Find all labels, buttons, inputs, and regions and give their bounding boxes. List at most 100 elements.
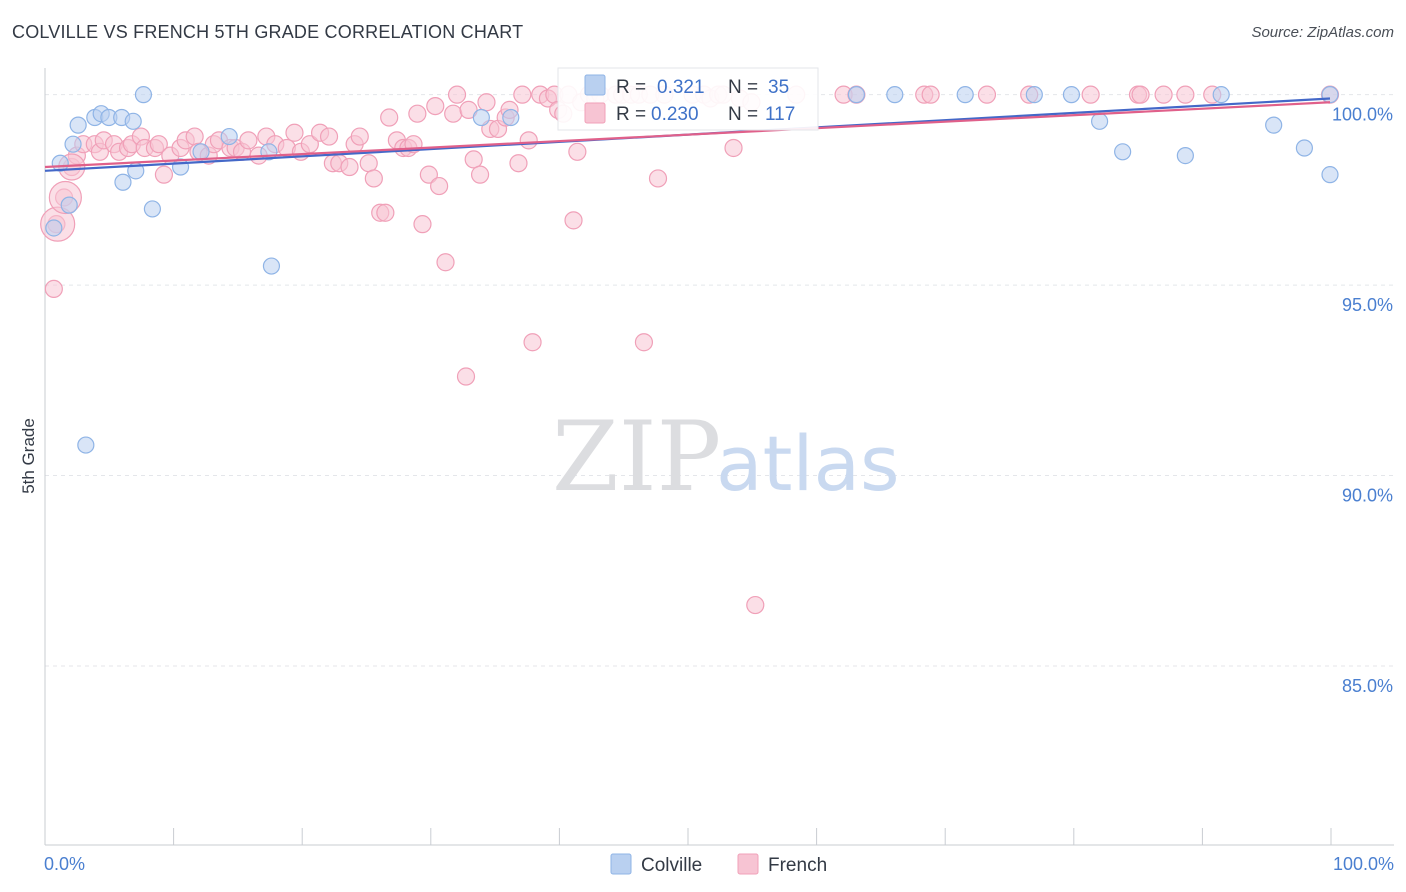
french-point	[419, 165, 438, 184]
colville-point	[114, 173, 132, 191]
french-point	[564, 211, 583, 230]
french-point	[1176, 85, 1195, 104]
colville-point	[192, 143, 210, 161]
x-tick-marks	[44, 828, 1332, 845]
french-point	[1081, 85, 1100, 104]
colville-point	[847, 86, 866, 104]
colville-point	[60, 196, 78, 214]
y-axis-title: 5th Grade	[19, 418, 38, 494]
colville-point	[886, 86, 904, 104]
french-points	[40, 85, 1340, 615]
french-point	[239, 131, 258, 150]
french-point	[724, 138, 743, 158]
french-point	[519, 131, 538, 150]
y-tick-labels: 100.0% 95.0% 90.0% 85.0%	[1332, 105, 1393, 696]
watermark-atlas: atlas	[716, 419, 900, 508]
french-point	[376, 203, 395, 222]
colville-point	[1212, 86, 1230, 104]
french-n-label: N =	[728, 104, 758, 125]
french-point	[1131, 85, 1150, 104]
french-point	[436, 253, 455, 272]
axes	[44, 68, 1394, 846]
colville-point	[134, 86, 153, 104]
colville-point	[502, 108, 520, 127]
french-point	[364, 169, 383, 188]
french-point	[746, 595, 765, 615]
colville-point	[64, 135, 82, 153]
y-tick-label: 95.0%	[1342, 295, 1393, 315]
colville-point	[1062, 86, 1081, 104]
french-point	[921, 85, 940, 104]
french-point	[634, 333, 654, 352]
french-point	[413, 215, 432, 234]
legend-swatch-colville	[610, 853, 632, 875]
colville-point	[1114, 143, 1132, 161]
french-point	[648, 169, 668, 188]
french-point	[350, 127, 369, 146]
y-tick-label: 90.0%	[1342, 486, 1393, 506]
french-stats-swatch	[584, 102, 606, 124]
colville-point	[1321, 86, 1339, 104]
french-point	[285, 123, 304, 142]
chart-title: COLVILLE VS FRENCH 5TH GRADE CORRELATION…	[12, 22, 524, 42]
series-legend: Colville French	[610, 853, 827, 876]
french-point	[154, 165, 174, 184]
colville-point	[472, 108, 490, 127]
colville-point	[77, 436, 95, 454]
legend-label-colville: Colville	[641, 855, 702, 876]
colville-point	[956, 86, 974, 104]
french-point	[408, 104, 427, 123]
colville-n-value: 35	[768, 77, 789, 98]
colville-point	[69, 116, 87, 134]
colville-point	[1176, 147, 1194, 165]
french-point	[359, 154, 378, 173]
x-tick-label-right: 100.0%	[1333, 854, 1394, 874]
french-r-label: R =	[616, 104, 646, 125]
french-point	[513, 85, 532, 104]
colville-point	[1090, 112, 1109, 130]
colville-point	[1321, 166, 1339, 184]
colville-r-value: 0.321	[657, 77, 705, 98]
gridlines	[45, 94, 1394, 667]
french-point	[459, 100, 478, 119]
french-point	[464, 150, 483, 169]
french-point	[319, 127, 339, 146]
french-point	[444, 104, 463, 123]
french-point	[430, 176, 449, 196]
french-point	[509, 154, 528, 173]
y-tick-label: 85.0%	[1342, 676, 1393, 696]
trend-lines	[44, 97, 1331, 172]
y-tick-label: 100.0%	[1332, 105, 1393, 125]
french-point	[185, 127, 204, 146]
french-n-value: 117	[765, 104, 795, 125]
french-point	[977, 85, 997, 104]
colville-points	[45, 86, 1339, 454]
colville-point	[124, 112, 142, 130]
colville-point	[1295, 139, 1314, 157]
colville-point	[1265, 116, 1283, 134]
watermark: ZIP atlas	[552, 401, 900, 513]
french-point	[44, 279, 63, 299]
french-point	[477, 93, 496, 112]
colville-point	[143, 200, 161, 218]
french-point	[149, 135, 168, 154]
source-credit: Source: ZipAtlas.com	[1251, 24, 1394, 41]
watermark-zip: ZIP	[552, 401, 721, 513]
colville-n-label: N =	[728, 77, 758, 98]
french-point	[447, 85, 467, 104]
french-r-value: 0.230	[651, 104, 699, 125]
colville-r-label: R =	[616, 77, 646, 98]
french-point	[1154, 85, 1173, 104]
stats-legend: R = 0.321 N = 35 R = 0.230 N = 117	[557, 67, 819, 131]
french-point	[568, 142, 587, 161]
legend-swatch-french	[737, 853, 759, 875]
colville-point	[45, 219, 63, 237]
colville-stats-swatch	[584, 74, 606, 96]
french-point	[380, 108, 399, 127]
x-tick-label-left: 0.0%	[44, 854, 85, 874]
colville-point	[262, 257, 281, 275]
french-point	[426, 96, 445, 116]
french-point	[340, 157, 359, 177]
legend-label-french: French	[768, 855, 827, 876]
